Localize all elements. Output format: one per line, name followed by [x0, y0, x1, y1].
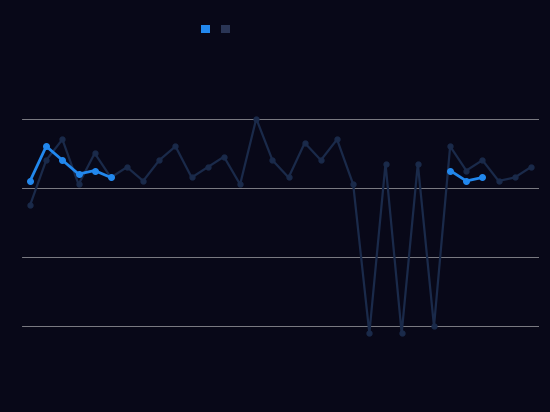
Legend:  ,  : ,	[197, 20, 240, 40]
